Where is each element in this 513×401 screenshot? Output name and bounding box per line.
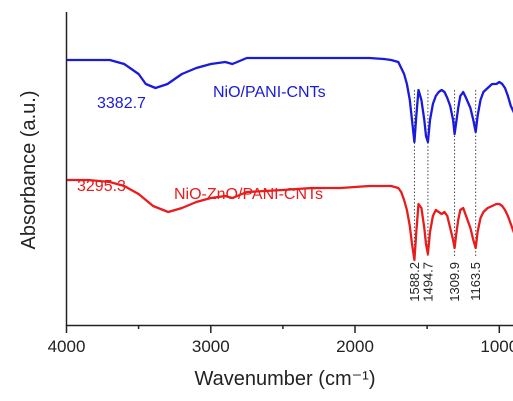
series-label-nio-zno-pani-cnts: NiO-ZnO/PANI-CNTs <box>174 186 323 203</box>
peak-label-3382-7: 3382.7 <box>97 95 146 112</box>
peak-label-1309-9: 1309.9 <box>447 262 462 302</box>
x-tick-label-4000: 4000 <box>48 337 86 356</box>
x-tick-label-3000: 3000 <box>192 337 230 356</box>
series-line-nio-zno-pani-cnts <box>66 178 513 262</box>
peak-label-1163-5: 1163.5 <box>468 262 483 301</box>
x-axis-title-main: Wavenumber <box>195 368 314 390</box>
series-group <box>66 56 513 262</box>
x-axis-title: Wavenumber (cm⁻¹) <box>195 368 376 390</box>
x-ticks: 4000 3000 2000 1000 <box>48 325 513 356</box>
peak-label-1588-2: 1588.2 <box>407 262 422 302</box>
series-line-nio-pani-cnts <box>66 56 513 144</box>
peak-label-3295-3: 3295.3 <box>77 178 126 195</box>
peak-label-1494-7: 1494.7 <box>420 262 435 302</box>
series-label-nio-pani-cnts: NiO/PANI-CNTs <box>213 84 326 101</box>
x-axis-title-unit: (cm⁻¹) <box>318 368 375 390</box>
y-axis-title: Absorbance (a.u.) <box>18 91 40 250</box>
x-tick-label-2000: 2000 <box>336 337 374 356</box>
peak-lines <box>413 90 477 258</box>
x-tick-label-1000: 1000 <box>480 337 513 356</box>
